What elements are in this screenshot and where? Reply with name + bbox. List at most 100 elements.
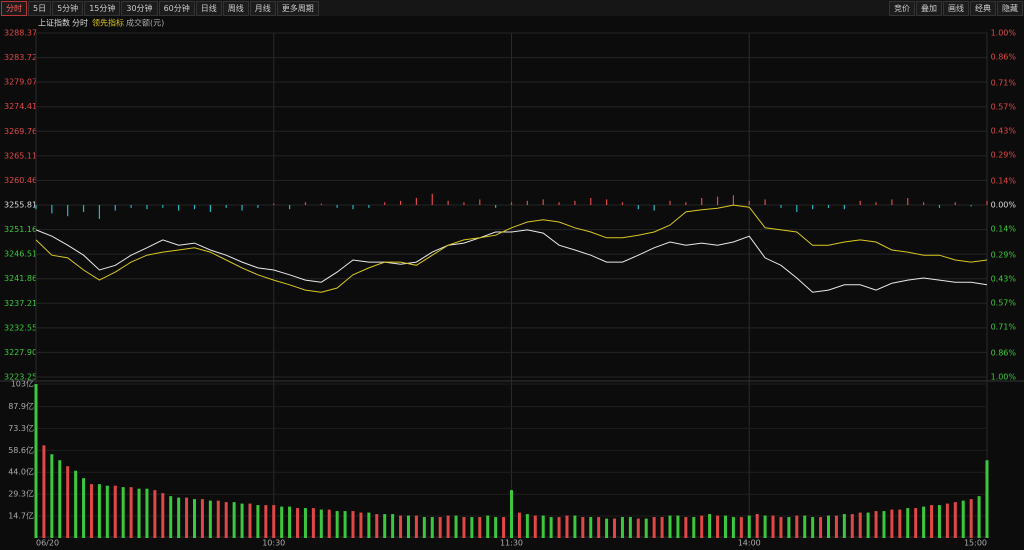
volume-bar bbox=[771, 515, 775, 538]
toolbar-button[interactable]: 15分钟 bbox=[84, 0, 121, 16]
volume-bar bbox=[985, 460, 989, 538]
y-tick-label: 3246.51 bbox=[4, 250, 37, 259]
x-tick-label: 10:30 bbox=[262, 539, 285, 548]
y2-tick-label: 1.00% bbox=[991, 29, 1017, 38]
volume-tick-label: 87.9亿 bbox=[8, 401, 34, 411]
y2-tick-label: 0.14% bbox=[991, 176, 1017, 185]
volume-bar bbox=[945, 503, 949, 538]
legend-index: 上证指数 bbox=[38, 18, 70, 28]
y2-tick-label: 0.71% bbox=[991, 323, 1017, 332]
volume-bar bbox=[288, 506, 292, 538]
y2-tick-label: 0.57% bbox=[991, 299, 1017, 308]
volume-bar bbox=[319, 509, 323, 538]
volume-bar bbox=[200, 499, 204, 538]
volume-bar bbox=[82, 478, 86, 538]
y-tick-label: 3232.55 bbox=[4, 323, 37, 332]
volume-bar bbox=[692, 517, 696, 538]
volume-bar bbox=[723, 515, 727, 538]
toolbar-button[interactable]: 5分钟 bbox=[52, 0, 84, 16]
volume-bar bbox=[914, 508, 918, 538]
volume-bar bbox=[502, 517, 506, 538]
volume-bar bbox=[660, 517, 664, 538]
toolbar-button[interactable]: 月线 bbox=[249, 0, 276, 16]
volume-bar bbox=[105, 485, 109, 538]
volume-tick-label: 44.0亿 bbox=[8, 467, 34, 477]
y-tick-label: 3260.46 bbox=[4, 176, 37, 185]
toolbar-button[interactable]: 60分钟 bbox=[158, 0, 195, 16]
y-tick-label: 3274.41 bbox=[4, 102, 37, 111]
y-tick-label: 3251.16 bbox=[4, 225, 37, 234]
x-tick-label: 06/20 bbox=[36, 539, 59, 548]
y-tick-label: 3241.86 bbox=[4, 274, 37, 283]
volume-bar bbox=[708, 514, 712, 538]
volume-bar bbox=[779, 517, 783, 538]
volume-bar bbox=[256, 505, 260, 538]
toolbar-button[interactable]: 隐藏 bbox=[997, 0, 1023, 16]
volume-bar bbox=[605, 518, 609, 538]
volume-bar bbox=[391, 514, 395, 538]
toolbar-button[interactable]: 更多周期 bbox=[276, 0, 319, 16]
y-tick-label: 3255.81 bbox=[4, 201, 37, 210]
volume-bar bbox=[367, 512, 371, 538]
volume-tick-label: 29.3亿 bbox=[8, 489, 34, 499]
volume-bar bbox=[811, 517, 815, 538]
x-tick-label: 15:00 bbox=[964, 539, 987, 548]
volume-bar bbox=[177, 497, 181, 538]
toolbar-button[interactable]: 竞价 bbox=[889, 0, 915, 16]
legend-volume: 成交额(元) bbox=[126, 18, 164, 28]
toolbar-button[interactable]: 画线 bbox=[943, 0, 969, 16]
volume-bar bbox=[898, 509, 902, 538]
y2-tick-label: 0.86% bbox=[991, 53, 1017, 62]
y2-tick-label: 0.71% bbox=[991, 78, 1017, 87]
volume-bar bbox=[755, 514, 759, 538]
volume-bar bbox=[866, 512, 870, 538]
toolbar-button[interactable]: 周线 bbox=[222, 0, 249, 16]
volume-bar bbox=[882, 511, 886, 538]
volume-bar bbox=[351, 511, 355, 538]
volume-bar bbox=[129, 487, 133, 538]
volume-bar bbox=[549, 517, 553, 538]
volume-tick-label: 73.3亿 bbox=[8, 423, 34, 433]
volume-bar bbox=[462, 517, 466, 538]
toolbar-button[interactable]: 30分钟 bbox=[121, 0, 158, 16]
volume-bar bbox=[644, 518, 648, 538]
volume-bar bbox=[787, 517, 791, 538]
volume-bar bbox=[613, 518, 617, 538]
volume-bar bbox=[747, 515, 751, 538]
toolbar-button[interactable]: 5日 bbox=[28, 0, 52, 16]
volume-bar bbox=[684, 517, 688, 538]
volume-bar bbox=[303, 508, 307, 538]
volume-bar bbox=[42, 445, 46, 538]
volume-bar bbox=[937, 505, 941, 538]
y2-tick-label: 1.00% bbox=[991, 373, 1017, 382]
toolbar-button[interactable]: 日线 bbox=[195, 0, 222, 16]
volume-bar bbox=[557, 517, 561, 538]
volume-bar bbox=[486, 515, 490, 538]
volume-bar bbox=[280, 506, 284, 538]
y-tick-label: 3288.37 bbox=[4, 29, 37, 38]
volume-bar bbox=[676, 515, 680, 538]
volume-bar bbox=[842, 514, 846, 538]
volume-bar bbox=[589, 517, 593, 538]
toolbar-button[interactable]: 分时 bbox=[1, 0, 27, 16]
volume-bar bbox=[953, 502, 957, 538]
y2-tick-label: 0.86% bbox=[991, 348, 1017, 357]
volume-bar bbox=[620, 517, 624, 538]
volume-bar bbox=[494, 517, 498, 538]
y-tick-label: 3279.07 bbox=[4, 78, 37, 87]
volume-bar bbox=[533, 515, 537, 538]
volume-bar bbox=[296, 508, 300, 538]
toolbar-button[interactable]: 经典 bbox=[970, 0, 996, 16]
volume-bar bbox=[446, 515, 450, 538]
volume-bar bbox=[232, 502, 236, 538]
volume-bar bbox=[795, 515, 799, 538]
x-tick-label: 11:30 bbox=[500, 539, 523, 548]
volume-bar bbox=[430, 517, 434, 538]
volume-bar bbox=[272, 505, 276, 538]
toolbar-button[interactable]: 叠加 bbox=[916, 0, 942, 16]
volume-bar bbox=[89, 484, 93, 538]
toolbar: 分时 5日 5分钟 15分钟 30分钟 60分钟 日线 周线 月线 更多周期 竞价 叠加 画线 经典 隐藏 bbox=[0, 0, 1024, 16]
volume-bar bbox=[153, 490, 157, 538]
price-line bbox=[35, 204, 988, 293]
